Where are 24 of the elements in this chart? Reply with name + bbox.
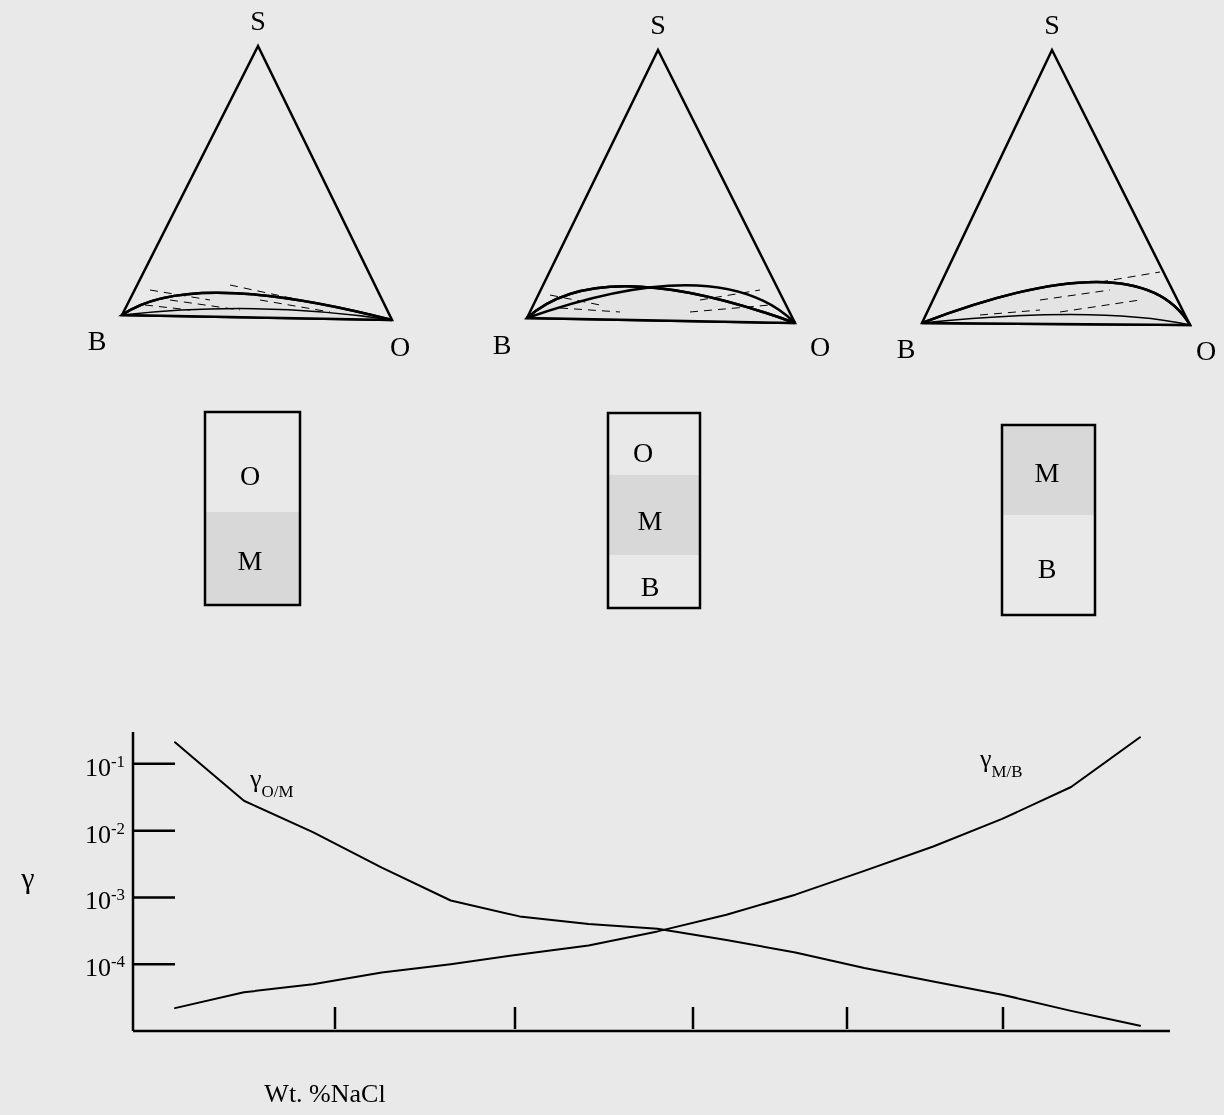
x-axis-title: Wt. %NaCl [264, 1079, 386, 1108]
text: M [1034, 457, 1060, 488]
text: M [637, 505, 663, 536]
y-tick-label: 10$^{-2}$ [84, 818, 125, 849]
series-label: γ$_{M/B}$ [979, 744, 1023, 781]
text: B [896, 333, 916, 364]
text: B [87, 325, 107, 356]
text: S [650, 9, 666, 40]
text: O [1195, 335, 1217, 366]
text: O [632, 437, 654, 468]
text: S [250, 5, 266, 36]
y-tick-label: 10$^{-1}$ [84, 751, 125, 782]
text: B [492, 329, 512, 360]
text: O [389, 331, 411, 362]
text: O [809, 331, 831, 362]
y-tick-label: 10$^{-3}$ [84, 884, 125, 916]
y-axis-title: γ [20, 861, 35, 894]
text: M [237, 545, 263, 576]
text: S [1044, 9, 1060, 40]
series-label: γ$_{O/M}$ [249, 764, 294, 801]
text: O [239, 460, 261, 491]
text: B [1037, 553, 1057, 584]
y-tick-label: 10$^{-4}$ [84, 951, 126, 983]
text: B [640, 571, 660, 602]
